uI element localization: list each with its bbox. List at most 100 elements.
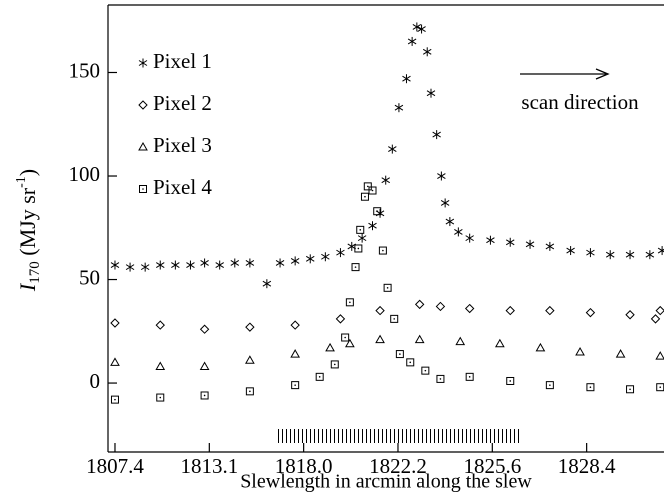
data-point <box>432 130 441 140</box>
data-point <box>412 22 422 32</box>
data-point <box>383 283 392 292</box>
data-point <box>290 349 301 358</box>
data-point <box>368 221 377 231</box>
annotation: scan direction <box>521 90 639 114</box>
marker-part <box>445 218 455 225</box>
marker-part <box>330 360 339 369</box>
data-point <box>417 24 426 34</box>
legend-label: Pixel 3 <box>153 133 212 157</box>
data-point <box>291 381 300 390</box>
marker-part <box>437 173 446 179</box>
marker-part <box>199 324 210 334</box>
y-tick-label: 0 <box>90 369 101 393</box>
marker-part <box>566 247 575 254</box>
marker-part <box>366 185 369 188</box>
marker-part <box>486 237 495 244</box>
marker-part <box>589 386 592 388</box>
data-point <box>335 314 346 324</box>
data-point <box>586 248 595 258</box>
marker-part <box>378 246 387 255</box>
marker-part <box>414 334 425 344</box>
marker-part <box>393 318 396 320</box>
marker-part <box>506 376 515 385</box>
data-point <box>388 144 397 154</box>
marker-part <box>139 185 147 193</box>
data-point <box>200 391 209 400</box>
y-tick-label: 150 <box>69 58 101 82</box>
marker-part <box>110 357 120 366</box>
data-point <box>245 258 255 268</box>
marker-part <box>375 334 385 344</box>
marker-part <box>315 372 324 381</box>
data-point <box>262 279 272 289</box>
marker-part <box>435 301 446 312</box>
data-point <box>566 246 575 256</box>
data-point <box>505 237 515 247</box>
data-point <box>375 334 385 344</box>
data-point <box>360 192 369 201</box>
marker-part <box>110 318 120 328</box>
data-point <box>155 361 166 370</box>
marker-part <box>417 26 426 32</box>
y-label-part: -1 <box>14 176 29 188</box>
marker-part <box>290 320 300 330</box>
marker-part <box>626 385 635 394</box>
legend-marker <box>138 100 148 110</box>
x-tick-label: 1813.1 <box>180 454 238 478</box>
marker-part <box>629 388 631 391</box>
marker-part <box>655 351 664 360</box>
data-point <box>140 262 150 272</box>
data-point <box>657 246 664 256</box>
data-point <box>625 310 635 320</box>
data-point <box>486 235 495 245</box>
marker-part <box>465 372 474 381</box>
marker-part <box>432 131 441 138</box>
marker-part <box>110 262 120 268</box>
marker-part <box>140 264 150 271</box>
data-point <box>440 198 450 208</box>
marker-part <box>245 387 254 396</box>
data-point <box>305 254 315 264</box>
marker-part <box>171 262 180 268</box>
marker-part <box>155 262 165 268</box>
data-point <box>290 256 300 266</box>
data-point <box>315 372 324 381</box>
marker-part <box>368 222 377 229</box>
data-point <box>414 299 425 310</box>
data-point <box>356 225 365 234</box>
data-point <box>110 318 120 328</box>
marker-part <box>336 249 345 256</box>
marker-part <box>615 349 626 358</box>
data-point <box>426 88 436 98</box>
data-point <box>625 250 635 260</box>
data-point <box>626 385 635 394</box>
data-point <box>368 186 377 195</box>
data-point <box>357 233 367 243</box>
marker-part <box>245 355 255 364</box>
y-label-part: (MJy sr <box>15 187 40 261</box>
marker-part <box>395 350 404 359</box>
marker-part <box>156 393 165 402</box>
data-point <box>575 346 585 356</box>
marker-part <box>421 366 430 375</box>
marker-part <box>357 235 367 242</box>
marker-part <box>440 200 450 206</box>
marker-part <box>333 363 336 366</box>
marker-part <box>406 358 415 367</box>
data-point <box>336 248 345 258</box>
marker-part <box>454 228 463 235</box>
x-tick-label: 1807.4 <box>86 454 144 478</box>
data-point <box>545 305 555 316</box>
marker-part <box>359 229 362 231</box>
marker-part <box>245 322 255 332</box>
data-point <box>345 298 354 307</box>
legend-marker <box>139 185 147 193</box>
legend-marker <box>138 58 148 68</box>
y-tick-label: 50 <box>79 265 100 289</box>
marker-part <box>375 305 385 316</box>
marker-part <box>575 346 585 356</box>
data-point <box>394 103 404 113</box>
data-point <box>354 244 363 253</box>
marker-part <box>294 384 296 386</box>
